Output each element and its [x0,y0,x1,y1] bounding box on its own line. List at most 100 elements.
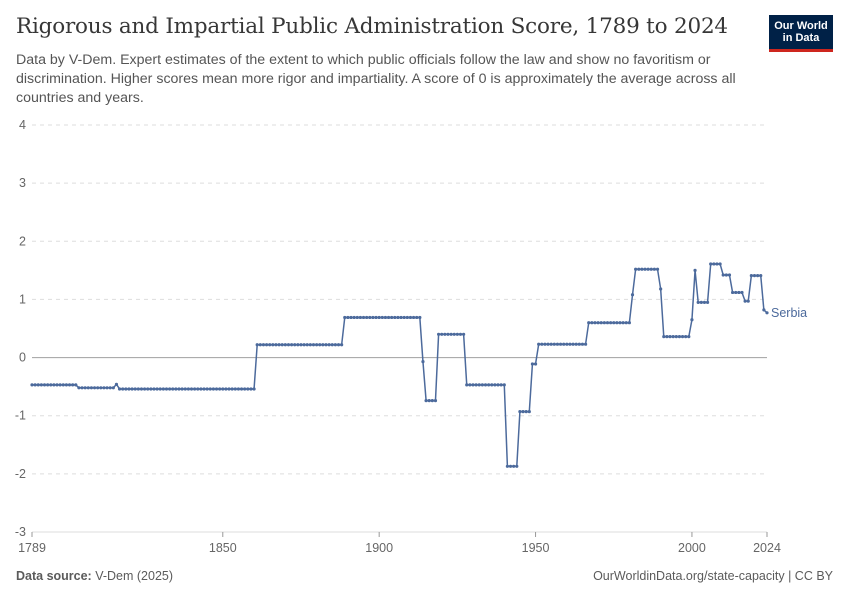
data-point [421,360,425,364]
data-point [102,386,106,390]
data-point [596,321,600,325]
data-point [762,308,766,312]
data-point [74,383,78,387]
data-point [80,386,84,390]
data-point [177,387,181,391]
data-point [127,387,131,391]
data-point [565,342,569,346]
data-point [452,332,456,336]
data-point [411,315,416,320]
data-point [49,383,53,387]
data-point [155,387,159,391]
data-point [577,342,581,346]
data-point [208,387,212,391]
data-point [524,410,528,414]
data-point [193,387,197,391]
chart-title: Rigorous and Impartial Public Administra… [16,14,728,39]
data-point [562,342,566,346]
data-point [721,273,725,277]
data-point [86,386,90,390]
data-point [308,343,312,347]
data-point [487,383,491,387]
data-point [505,464,509,468]
data-point [652,267,657,271]
data-point [702,300,707,304]
series-line-serbia[interactable] [32,263,768,468]
data-point [180,387,184,391]
data-point [437,332,441,336]
data-point [380,315,384,320]
data-point [133,387,137,391]
y-tick-label: 1 [19,292,26,306]
data-point [290,343,294,347]
data-point [358,315,362,320]
data-point [662,335,666,339]
data-point [233,387,237,391]
data-point [543,342,547,346]
data-point [349,315,353,320]
data-point [680,335,685,339]
data-point [458,332,463,336]
data-point [55,383,59,387]
data-point [83,386,87,390]
data-point [361,315,366,320]
y-tick-label: 3 [19,176,26,190]
data-point [371,315,375,320]
data-point [340,343,344,347]
data-point [693,268,697,272]
owid-logo[interactable]: Our World in Data [769,15,833,52]
data-point [690,318,694,322]
data-point [92,386,97,390]
data-point [274,343,278,347]
data-point [330,343,334,347]
data-point [705,300,710,304]
series-label-serbia[interactable]: Serbia [771,306,807,320]
data-point [671,335,675,339]
data-point [396,315,400,320]
data-point [724,273,728,277]
data-point [255,343,259,347]
data-source: Data source: V-Dem (2025) [16,569,173,583]
data-point [246,387,250,391]
data-point [749,273,753,278]
data-point [52,383,56,387]
data-point [512,464,516,468]
data-point [677,335,682,339]
data-point [665,335,669,339]
data-point [121,387,125,391]
data-point [709,262,713,266]
data-point [659,287,663,291]
data-point [268,343,272,347]
data-point [327,343,331,347]
data-point [77,386,81,390]
data-point [130,387,134,391]
footer-url[interactable]: OurWorldinData.org/state-capacity | CC B… [593,569,833,583]
x-tick-label: 1789 [18,541,46,555]
data-point [343,315,347,320]
data-point [433,399,438,403]
data-point [189,387,194,391]
data-point [352,315,356,320]
data-point [58,383,62,387]
x-tick-label: 1950 [522,541,550,555]
data-point [239,387,244,391]
data-point [171,387,175,391]
data-point [283,343,287,347]
data-point [508,464,513,468]
data-source-label: Data source: [16,569,92,583]
data-point [324,343,328,347]
data-point [446,332,450,336]
data-point [668,335,672,339]
data-point [430,399,434,403]
data-point [756,273,760,278]
data-point [518,410,522,414]
y-tick-label: -2 [15,467,26,481]
data-point [640,267,644,271]
data-source-value[interactable]: V-Dem (2025) [95,569,174,583]
data-point [386,315,391,320]
data-point [415,315,419,320]
grid-lines [32,124,767,533]
data-point [537,342,541,346]
x-tick-label: 2024 [753,541,781,555]
data-point [286,343,291,347]
